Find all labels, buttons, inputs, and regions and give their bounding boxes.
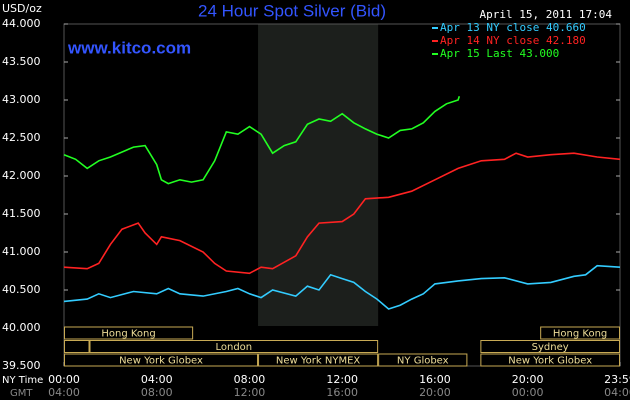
session-box [480,340,620,353]
session-box [258,353,379,367]
gmt-tick-label: 12:00 [234,386,266,399]
session-label: Hong Kong [553,329,607,340]
x-tick-label: 12:00 [326,373,358,386]
session-box [64,353,259,367]
y-tick-label: 41.000 [2,245,41,258]
session-box [480,353,620,367]
series-line [63,95,461,185]
chart-title: 24 Hour Spot Silver (Bid) [198,1,386,20]
y-tick-label: 41.500 [2,207,41,220]
session-label: NY Globex [397,356,449,367]
session-label: London [215,342,252,353]
y-tick-label: 43.500 [2,55,41,68]
x-tick-label: 16:00 [419,373,451,386]
session-box [89,340,379,353]
gmt-tick-label: 04:00 [48,386,80,399]
y-tick-label: 43.000 [2,93,41,106]
x-row-label: GMT [10,388,33,399]
x-tick-label: 08:00 [234,373,266,386]
x-tick-label: 00:00 [48,373,80,386]
legend-entry: Apr 13 NY close 40.660 [440,21,586,34]
y-unit: USD/oz [2,2,42,15]
session-box [540,326,620,340]
y-tick-label: 40.000 [2,321,41,334]
y-tick-label: 39.500 [2,359,41,372]
x-tick-label: 23:59 [604,373,630,386]
session-label: New York NYMEX [276,356,361,367]
y-tick-label: 44.000 [2,17,41,30]
y-tick-label: 40.500 [2,283,41,296]
watermark: www.kitco.com [67,38,191,57]
series-line [63,264,621,310]
session-label: Sydney [532,342,569,353]
timestamp: April 15, 2011 17:04 [480,8,613,21]
session-label: New York Globex [119,356,203,367]
highlight-band [258,24,379,326]
x-tick-label: 20:00 [512,373,544,386]
x-row-label: NY Time [2,375,43,386]
y-tick-label: 42.000 [2,169,41,182]
gmt-tick-label: 20:00 [419,386,451,399]
gmt-tick-label: 08:00 [141,386,173,399]
session-label: Hong Kong [101,329,155,340]
x-tick-label: 04:00 [141,373,173,386]
session-box [64,340,90,353]
gmt-tick-label: 04:00 [604,386,630,399]
session-box [64,326,194,340]
y-tick-label: 42.500 [2,131,41,144]
legend-entry: Apr 15 Last 43.000 [440,47,559,60]
legend-entry: Apr 14 NY close 42.180 [440,34,586,47]
gmt-tick-label: 16:00 [326,386,358,399]
session-box [378,353,468,367]
session-label: New York Globex [508,356,592,367]
gmt-tick-label: 00:00 [512,386,544,399]
series-line [63,152,621,275]
